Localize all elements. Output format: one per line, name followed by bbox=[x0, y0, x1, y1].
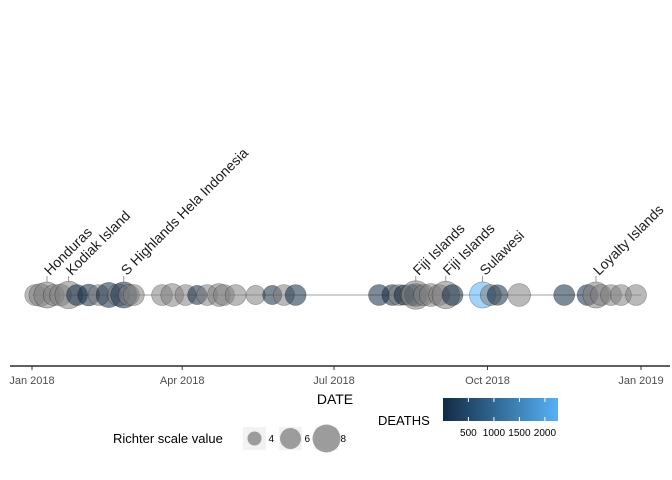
quake-point bbox=[507, 283, 531, 307]
quake-point bbox=[441, 284, 464, 306]
size-legend: Richter scale value 4 6 8 bbox=[113, 424, 347, 453]
size-legend-label: 8 bbox=[341, 434, 347, 445]
quake-label: S Highlands Hela Indonesia bbox=[118, 144, 252, 278]
color-legend: DEATHS 500 1000 1500 2000 bbox=[378, 398, 558, 439]
quake-point bbox=[245, 285, 266, 305]
x-tick-label: Oct 2018 bbox=[465, 375, 510, 387]
x-axis-ticks: Jan 2018 Apr 2018 Jul 2018 Oct 2018 Jan 2019 bbox=[9, 366, 664, 387]
color-legend-label: 2000 bbox=[534, 428, 557, 439]
x-tick-label: Jul 2018 bbox=[313, 375, 355, 387]
color-legend-label: 500 bbox=[460, 428, 477, 439]
x-axis-title: DATE bbox=[317, 391, 353, 407]
color-legend-title: DEATHS bbox=[378, 413, 430, 428]
size-legend-label: 4 bbox=[269, 434, 275, 445]
quake-label: Loyalty Islands bbox=[590, 201, 667, 278]
x-tick-label: Jan 2018 bbox=[9, 375, 54, 387]
size-legend-circle bbox=[280, 428, 301, 449]
quake-point bbox=[625, 284, 647, 306]
color-legend-label: 1000 bbox=[483, 428, 506, 439]
quake-point bbox=[553, 284, 576, 306]
quake-point bbox=[486, 284, 509, 306]
size-legend-circle bbox=[312, 424, 341, 453]
quake-point bbox=[284, 284, 307, 306]
color-legend-label: 1500 bbox=[508, 428, 531, 439]
size-legend-title: Richter scale value bbox=[113, 431, 223, 446]
size-legend-label: 6 bbox=[305, 434, 311, 445]
size-legend-circle bbox=[247, 431, 262, 446]
x-tick-label: Apr 2018 bbox=[160, 375, 205, 387]
x-tick-label: Jan 2019 bbox=[618, 375, 663, 387]
quake-point bbox=[123, 284, 145, 306]
color-legend-bar bbox=[443, 398, 558, 421]
quake-point bbox=[224, 284, 247, 306]
